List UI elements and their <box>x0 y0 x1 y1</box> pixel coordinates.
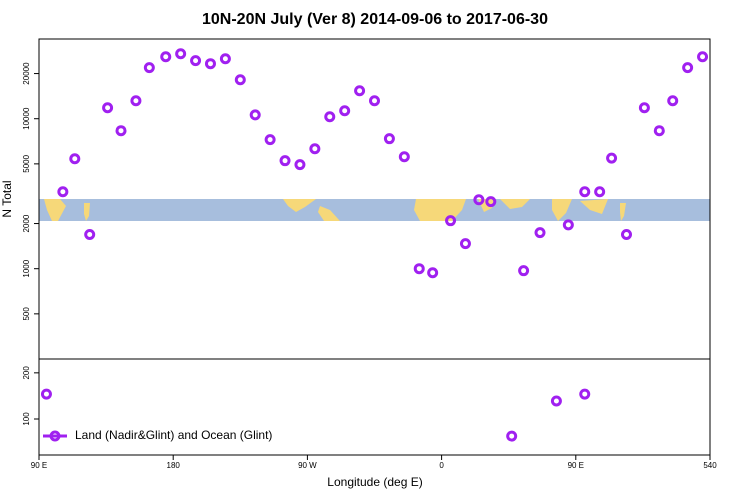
y-tick-label: 2000 <box>22 214 31 232</box>
data-point <box>309 143 321 155</box>
data-point <box>485 196 497 208</box>
data-point <box>620 229 632 241</box>
data-point <box>579 388 591 400</box>
data-point <box>69 153 81 165</box>
x-tick-label: 90 E <box>568 461 584 470</box>
x-tick-label: 180 <box>167 461 181 470</box>
data-point <box>324 111 336 123</box>
x-tick-label: 90 W <box>298 461 317 470</box>
data-point <box>579 186 591 198</box>
data-point <box>354 85 366 97</box>
data-point <box>606 152 618 164</box>
data-point <box>84 229 96 241</box>
data-point <box>667 95 679 107</box>
data-point <box>40 388 52 400</box>
x-tick-label: 0 <box>439 461 444 470</box>
data-point <box>562 219 574 231</box>
data-point <box>175 48 187 60</box>
data-point <box>130 95 142 107</box>
y-tick-label: 5000 <box>22 154 31 172</box>
x-axis-label: Longitude (deg E) <box>327 475 422 489</box>
map-band <box>39 199 710 221</box>
data-point <box>234 74 246 86</box>
data-point <box>398 151 410 163</box>
data-point <box>445 215 457 227</box>
data-point <box>427 267 439 279</box>
data-point <box>294 159 306 171</box>
y-tick-label: 200 <box>22 366 31 380</box>
data-point <box>339 105 351 117</box>
x-tick-label: 90 E <box>31 461 47 470</box>
plot-frame <box>38 38 711 456</box>
y-tick-label: 20000 <box>22 62 31 85</box>
data-point <box>697 51 709 63</box>
data-point <box>279 155 291 167</box>
legend-marker <box>49 430 61 442</box>
y-tick-label: 500 <box>22 307 31 321</box>
data-point <box>413 263 425 275</box>
data-point <box>190 55 202 67</box>
data-point <box>459 238 471 250</box>
data-point <box>369 95 380 107</box>
data-point <box>383 133 395 145</box>
data-point <box>638 102 650 114</box>
data-point <box>160 51 172 63</box>
y-tick-label: 100 <box>22 412 31 426</box>
data-point <box>143 62 155 74</box>
y-tick-label: 1000 <box>22 259 31 277</box>
data-point <box>219 53 231 65</box>
data-point <box>264 134 276 146</box>
data-point <box>102 102 114 114</box>
data-point <box>115 125 127 137</box>
data-point <box>550 395 562 407</box>
data-point <box>682 62 694 74</box>
chart-title: 10N-20N July (Ver 8) 2014-09-06 to 2017-… <box>202 11 548 28</box>
data-point <box>249 109 261 121</box>
data-point <box>204 58 216 70</box>
data-point <box>594 186 606 198</box>
x-tick-label: 540 <box>703 461 717 470</box>
y-axis-label: N Total <box>0 180 14 217</box>
data-point <box>57 186 69 198</box>
data-point <box>653 125 665 137</box>
data-point <box>518 265 530 277</box>
data-point <box>473 194 485 206</box>
y-tick-label: 10000 <box>22 107 31 130</box>
data-point <box>534 227 546 239</box>
legend-label: Land (Nadir&Glint) and Ocean (Glint) <box>75 428 272 442</box>
data-point <box>506 430 518 442</box>
